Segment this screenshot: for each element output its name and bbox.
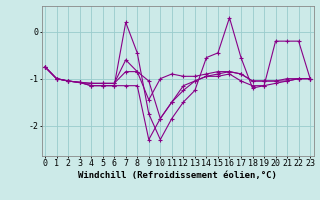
X-axis label: Windchill (Refroidissement éolien,°C): Windchill (Refroidissement éolien,°C) bbox=[78, 171, 277, 180]
